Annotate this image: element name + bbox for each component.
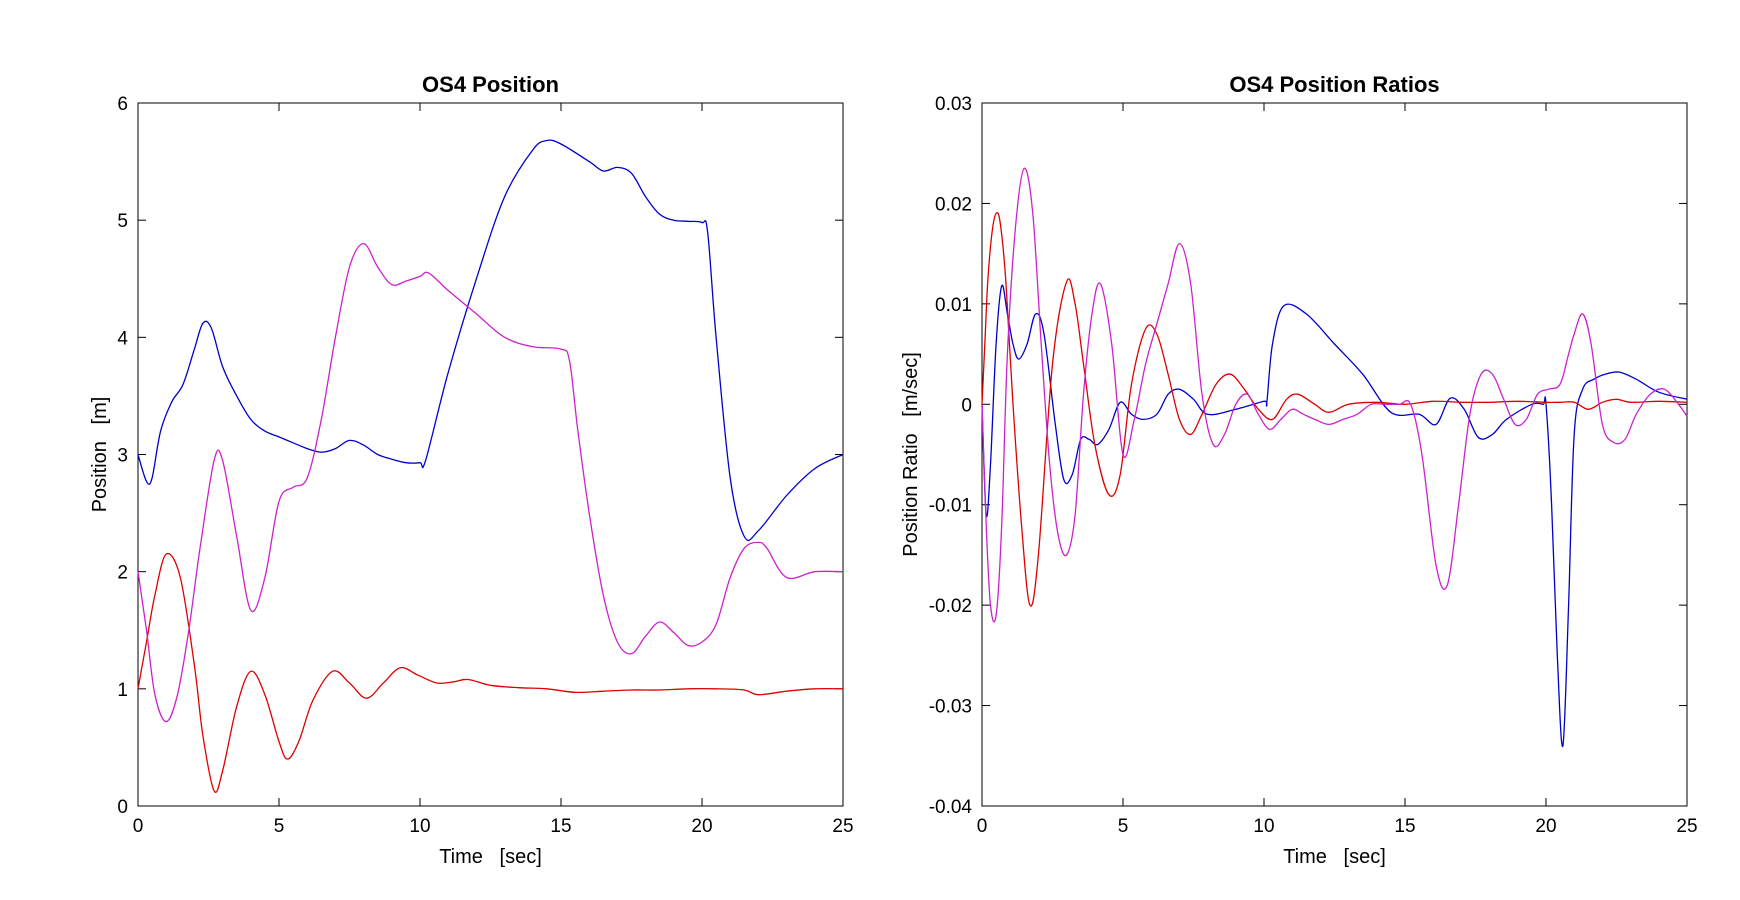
position-ratios-x-axis-label: Time [sec] — [1283, 846, 1386, 868]
position-y-tick-label: 6 — [117, 94, 128, 115]
position-y-tick-label: 5 — [117, 211, 128, 232]
position-magenta-series-line — [137, 242, 844, 723]
position-y-tick-label: 4 — [117, 328, 128, 349]
position-ratios-blue-series-line — [981, 284, 1688, 748]
position-ratios-panel: OS4 Position Ratios Time [sec] Position … — [900, 72, 1698, 868]
position-y-tick-label: 0 — [117, 797, 128, 818]
position-ratios-x-tick-label: 25 — [1676, 816, 1697, 837]
position-plot-frame — [137, 102, 844, 807]
position-ratios-y-tick-label: -0.02 — [929, 596, 972, 617]
position-ratios-y-tick-label: -0.01 — [929, 496, 972, 517]
position-ratios-x-tick-label: 0 — [977, 816, 988, 837]
position-ratios-chart-title: OS4 Position Ratios — [1229, 72, 1439, 97]
position-y-axis-label: Position [m] — [89, 397, 111, 513]
position-x-tick-label: 15 — [550, 816, 571, 837]
position-x-tick-label: 20 — [691, 816, 712, 837]
position-ratios-x-tick-label: 10 — [1253, 816, 1274, 837]
position-ratios-x-tick-label: 20 — [1535, 816, 1556, 837]
position-ratios-x-tick-label: 15 — [1394, 816, 1415, 837]
position-chart-title: OS4 Position — [422, 72, 559, 97]
position-ratios-y-tick-label: 0.03 — [935, 94, 972, 115]
position-y-tick-label: 1 — [117, 680, 128, 701]
position-red-series-line — [137, 552, 844, 793]
position-x-axis-label: Time [sec] — [439, 846, 542, 868]
position-ratios-y-tick-label: 0.02 — [935, 194, 972, 215]
position-y-tick-label: 2 — [117, 563, 128, 584]
position-x-tick-label: 5 — [274, 816, 285, 837]
position-blue-series-line — [137, 139, 844, 541]
position-x-tick-label: 0 — [133, 816, 144, 837]
position-x-tick-label: 25 — [832, 816, 853, 837]
position-ratios-y-tick-label: -0.03 — [929, 697, 972, 718]
position-ratios-series-group — [981, 167, 1688, 748]
position-ratios-y-tick-label: 0 — [961, 395, 972, 416]
position-series-group — [137, 139, 844, 793]
position-x-tick-label: 10 — [409, 816, 430, 837]
position-y-tick-label: 3 — [117, 446, 128, 467]
position-ratios-y-tick-label: 0.01 — [935, 295, 972, 316]
position-ratios-y-tick-label: -0.04 — [929, 797, 973, 818]
position-ratios-magenta-series-line — [981, 167, 1688, 623]
position-ratios-axis-ticks: 0 5 10 15 20 25 -0.04 -0.03 -0.02 -0.01 0 0.01 0.02 0… — [929, 94, 1698, 837]
position-ratios-x-tick-label: 5 — [1118, 816, 1129, 837]
position-ratios-red-series-line — [981, 212, 1688, 607]
position-panel: OS4 Position Time [sec] Position [m] 0 5 1… — [89, 72, 854, 868]
position-ratios-y-axis-label: Position Ratio [m/sec] — [900, 352, 922, 557]
position-ratios-plot-frame — [981, 102, 1688, 807]
